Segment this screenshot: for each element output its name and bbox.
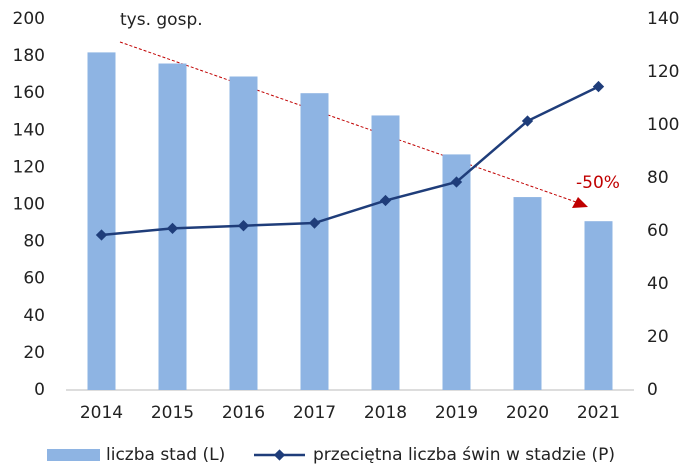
- y-tick-label: 60: [23, 269, 45, 289]
- bar: [87, 52, 116, 390]
- y-tick-label: 120: [13, 157, 45, 177]
- bar: [229, 76, 258, 390]
- legend-swatch-marker: [273, 449, 286, 461]
- y2-tick-label: 140: [647, 9, 679, 29]
- x-tick-label: 2020: [506, 403, 549, 423]
- line-marker: [379, 194, 392, 207]
- trend-arrow: [119, 41, 577, 203]
- line-marker: [166, 222, 179, 235]
- y2-tick-label: 20: [647, 327, 669, 347]
- legend-swatch: [47, 449, 100, 461]
- change-annotation: -50%: [576, 173, 620, 193]
- bar: [584, 221, 613, 390]
- x-tick-label: 2016: [222, 403, 265, 423]
- y2-tick-label: 40: [647, 274, 669, 294]
- y-tick-label: 180: [13, 46, 45, 66]
- y-tick-label: 140: [13, 120, 45, 140]
- y-tick-label: 160: [13, 83, 45, 103]
- line-marker: [308, 217, 321, 229]
- x-tick-label: 2014: [80, 403, 123, 423]
- y-tick-label: 100: [13, 195, 45, 215]
- y-tick-label: 20: [23, 343, 45, 363]
- y2-tick-label: 100: [647, 115, 679, 135]
- x-tick-label: 2015: [151, 403, 194, 423]
- legend-label: przeciętna liczba świn w stadzie (P): [313, 445, 615, 465]
- y-tick-label: 40: [23, 306, 45, 326]
- x-tick-label: 2018: [364, 403, 407, 423]
- x-tick-label: 2021: [577, 403, 620, 423]
- line-marker: [450, 176, 463, 188]
- bar: [442, 154, 471, 390]
- line-marker: [237, 220, 250, 232]
- y2-tick-label: 120: [647, 62, 679, 82]
- legend-label: liczba stad (L): [106, 445, 225, 465]
- y-tick-label: 0: [34, 380, 45, 400]
- y2-tick-label: 60: [647, 221, 669, 241]
- line: [101, 85, 600, 237]
- x-tick-label: 2019: [435, 403, 478, 423]
- y-tick-label: 200: [13, 9, 45, 29]
- bar: [300, 93, 329, 390]
- bar: [371, 115, 400, 391]
- y-tick-label: 80: [23, 232, 45, 252]
- x-tick-label: 2017: [293, 403, 336, 423]
- bar: [513, 197, 542, 390]
- unit-annotation: tys. gosp.: [120, 10, 203, 30]
- line-marker: [592, 80, 605, 93]
- y2-tick-label: 0: [647, 380, 658, 400]
- y2-tick-label: 80: [647, 168, 669, 188]
- arrow-head: [572, 197, 588, 208]
